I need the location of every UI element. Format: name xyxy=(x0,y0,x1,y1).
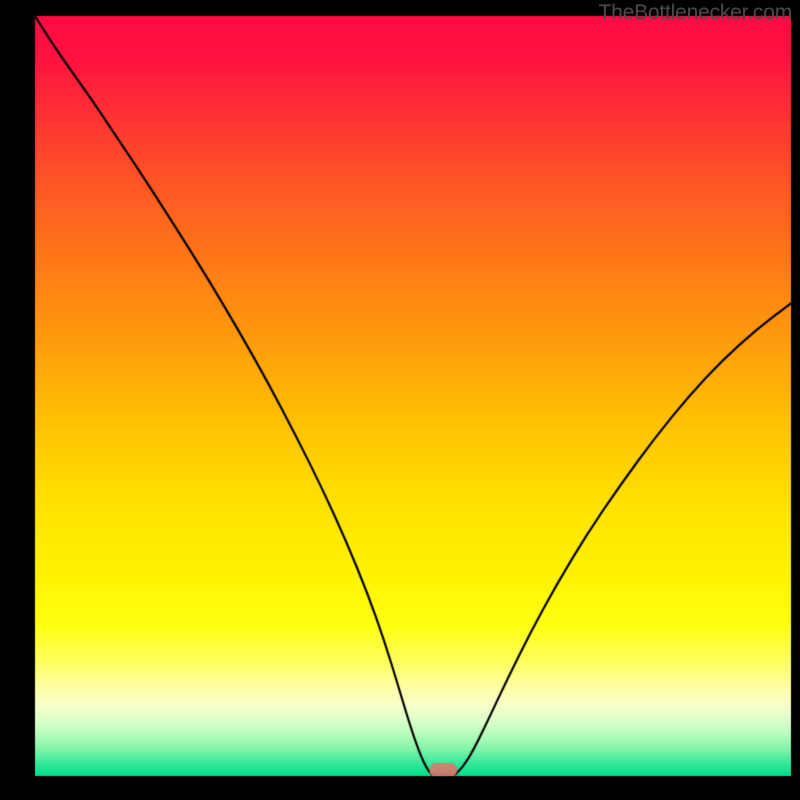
bottleneck-curve-canvas xyxy=(0,0,800,800)
chart-container: TheBottlenecker.com xyxy=(0,0,800,800)
watermark-text: TheBottlenecker.com xyxy=(599,1,792,25)
